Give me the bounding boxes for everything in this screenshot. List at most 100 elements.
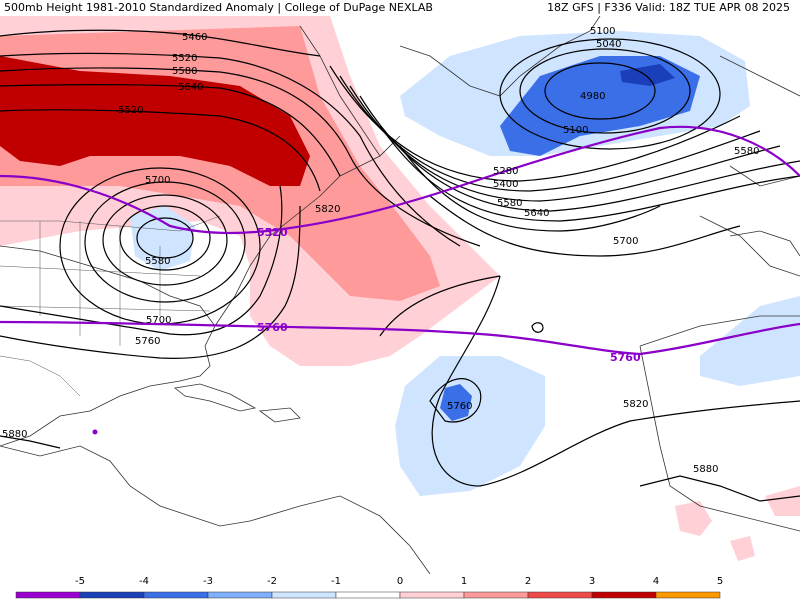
contour-5820-east <box>379 275 800 487</box>
contour-label: 5580 <box>145 256 170 267</box>
contour-label: 5580 <box>734 146 759 157</box>
contour-label: 5580 <box>497 198 522 209</box>
anomaly-area-positive-5 <box>730 536 755 561</box>
anomaly-area-positive-4 <box>675 501 712 536</box>
contour-label: 5760 <box>447 401 472 412</box>
anomaly-shading <box>0 16 800 561</box>
highlight-5520 <box>0 125 800 235</box>
run-info: 18Z GFS | F336 Valid: 18Z TUE APR 08 202… <box>547 1 790 14</box>
colorbar-tick-label: -3 <box>203 576 213 587</box>
anomaly-area-positive-3 <box>0 56 310 186</box>
colorbar-tick-label: -4 <box>139 576 149 587</box>
coastline-east-us <box>214 135 401 327</box>
colorbar-tick-label: 1 <box>461 576 467 587</box>
contour-ring-3 <box>102 194 228 286</box>
coastline-cuba <box>174 383 257 412</box>
colorbar-tick-label: 2 <box>525 576 531 587</box>
contour-5700-north <box>0 109 321 192</box>
contour-label: 5820 <box>315 204 340 215</box>
contour-small-loop <box>531 322 544 333</box>
contour-5520 <box>0 52 461 247</box>
colorbar-tick-label: 3 <box>589 576 595 587</box>
contour-5880 <box>0 435 800 502</box>
anomaly-area-positive-6 <box>765 486 800 516</box>
contour-5640 <box>0 84 341 177</box>
contour-label: 5700 <box>613 236 638 247</box>
highlight-label: 5760 <box>610 351 641 364</box>
colorbar-segment <box>143 591 209 599</box>
contour-label: 5820 <box>623 399 648 410</box>
contour-label: 5520 <box>172 53 197 64</box>
colorbar-tick-label: 0 <box>397 576 403 587</box>
coastline-iberia <box>729 230 800 257</box>
border-mexico <box>0 355 81 397</box>
borders <box>0 215 221 397</box>
colorbar-segment <box>399 591 465 599</box>
map-header: 500mb Height 1981-2010 Standardized Anom… <box>0 0 800 16</box>
coastline-africa <box>639 315 800 532</box>
contour-label: 5640 <box>178 82 203 93</box>
anomaly-area-negative-6 <box>440 384 472 421</box>
colorbar-tick-label: 4 <box>653 576 659 587</box>
contour-ring-atl-3 <box>499 38 721 150</box>
colorbar-tick-label: 5 <box>717 576 723 587</box>
coastline-hispaniola <box>258 407 301 423</box>
contour-label: 5100 <box>590 26 615 37</box>
highlight-contours <box>0 125 800 356</box>
contour-ring-1 <box>136 217 194 259</box>
colorbar-segment <box>335 591 401 599</box>
contour-label: 5040 <box>596 39 621 50</box>
colorbar-segment <box>15 591 81 599</box>
anomaly-area-negative-1 <box>130 206 195 271</box>
coastline-canada <box>299 25 381 157</box>
contour-5460 <box>0 29 321 57</box>
contour-label: 5700 <box>145 175 170 186</box>
colorbar-segment <box>207 591 273 599</box>
contour-label: 5700 <box>146 315 171 326</box>
contour-5460-atl <box>359 95 800 212</box>
coastline-central-america <box>0 445 251 527</box>
colorbar-segment <box>79 591 145 599</box>
colorbar-tick-label: -1 <box>331 576 341 587</box>
contour-ring-atl-1 <box>544 62 656 120</box>
colorbar-tick-label: -5 <box>75 576 85 587</box>
station-dot <box>92 429 98 435</box>
colorbar-segment <box>271 591 337 599</box>
contour-label: 5580 <box>172 66 197 77</box>
contour-5700-south <box>0 185 283 336</box>
border-us-states-1 <box>39 221 161 346</box>
contour-label: 5880 <box>2 429 27 440</box>
colorbar-segment <box>463 591 529 599</box>
contour-label: 5640 <box>524 208 549 219</box>
map-title: 500mb Height 1981-2010 Standardized Anom… <box>4 1 433 14</box>
contour-ring-atl-2 <box>519 48 691 134</box>
highlight-label: 5520 <box>257 226 288 239</box>
contour-label: 4980 <box>580 91 605 102</box>
highlight-label: 5760 <box>257 321 288 334</box>
colorbar-segment <box>527 591 593 599</box>
contour-labels: 5460 5520 5580 5640 5700 5580 5520 5700 … <box>2 26 759 475</box>
coastline-greenland <box>399 16 601 97</box>
contour-5700-atl <box>429 195 741 257</box>
coastline-north-america <box>0 245 216 447</box>
contour-5640-atl <box>399 145 661 232</box>
contour-label: 5760 <box>135 336 160 347</box>
colorbar: -5 -4 -3 -2 -1 0 1 2 3 4 5 <box>0 574 800 600</box>
border-us-states-2 <box>0 265 211 312</box>
colorbar-tick-label: -2 <box>267 576 277 587</box>
anomaly-area-negative-5 <box>395 356 545 496</box>
highlight-5760 <box>0 320 800 356</box>
anomaly-area-negative-7 <box>700 296 800 386</box>
contour-label: 5400 <box>493 179 518 190</box>
contour-label: 5460 <box>182 32 207 43</box>
contour-ring-4 <box>84 181 246 303</box>
highlight-labels: 5520 5760 5760 <box>257 226 641 364</box>
contour-ring-2 <box>119 205 211 271</box>
contour-label: 5280 <box>493 166 518 177</box>
colorbar-segment <box>655 591 721 599</box>
contour-5760-west <box>0 205 301 359</box>
coastline-south-america <box>249 495 431 574</box>
contour-label: 5880 <box>693 464 718 475</box>
anomaly-map: 5460 5520 5580 5640 5700 5580 5520 5700 … <box>0 16 800 574</box>
contour-label: 5100 <box>563 125 588 136</box>
